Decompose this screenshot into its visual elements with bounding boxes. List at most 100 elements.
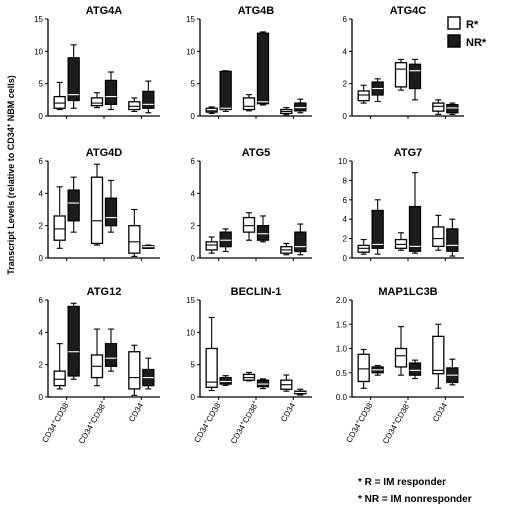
- legend-swatch-r: [447, 16, 461, 30]
- box-nr: [67, 176, 80, 233]
- box-iqr: [408, 63, 422, 90]
- category-sup: -: [289, 400, 295, 405]
- box-r: [394, 326, 408, 376]
- box-iqr: [128, 351, 141, 390]
- y-tick-label: 15: [34, 15, 43, 24]
- y-tick-label: 0: [191, 254, 196, 263]
- box-nr: [446, 102, 459, 115]
- y-tick-label: 6: [39, 296, 44, 305]
- box-r: [242, 94, 256, 112]
- box-iqr: [90, 97, 104, 107]
- category-base: CD34: [381, 423, 399, 446]
- box-iqr: [67, 189, 80, 222]
- box-nr: [67, 44, 80, 109]
- box-iqr: [446, 104, 459, 114]
- footnote-responder: * R = IM responder: [358, 477, 446, 488]
- box-nr: [371, 364, 384, 376]
- x-category-label: CD34-: [431, 400, 450, 424]
- y-tick-label: 2: [39, 222, 44, 231]
- box-r: [394, 232, 408, 251]
- category-base: CD38: [393, 402, 411, 425]
- box-nr: [104, 71, 118, 111]
- panel-atg4d: ATG4D 0 2 4 6: [39, 147, 160, 263]
- panel-title: ATG4D: [86, 147, 123, 159]
- box-iqr: [104, 342, 118, 367]
- category-sup: +: [403, 399, 410, 405]
- x-category-label: CD34+CD38-: [192, 400, 223, 445]
- box-r: [205, 106, 218, 114]
- panel-title: ATG4C: [390, 5, 427, 17]
- y-tick-label: 0: [39, 254, 44, 263]
- category-base: CD34: [431, 401, 449, 424]
- box-nr: [219, 375, 232, 386]
- box-r: [394, 58, 408, 91]
- box-iqr: [256, 379, 270, 388]
- category-sup: +: [51, 419, 58, 425]
- panel-atg7: ATG7 0 2 4 6 8 10: [338, 147, 464, 263]
- box-r: [242, 212, 256, 241]
- box-iqr: [104, 197, 118, 227]
- category-base: CD34: [192, 422, 210, 445]
- category-sup: +: [203, 419, 210, 425]
- box-iqr: [219, 376, 232, 385]
- category-sup: -: [215, 400, 221, 405]
- panel-title: ATG12: [87, 286, 122, 298]
- box-nr: [142, 244, 155, 249]
- box-r: [280, 242, 293, 256]
- y-tick-label: 4: [343, 47, 348, 56]
- x-category-label: CD34+CD38-: [40, 400, 71, 445]
- category-sup: +: [355, 419, 362, 425]
- y-tick-label: 2: [343, 235, 348, 244]
- x-category-label: CD34-: [127, 400, 146, 424]
- box-iqr: [394, 347, 408, 368]
- y-tick-label: 0.0: [336, 393, 348, 402]
- y-tick-label: 6: [343, 196, 348, 205]
- panel-atg5: ATG5 0 2 4 6: [191, 147, 312, 263]
- box-r: [357, 348, 370, 389]
- box-iqr: [294, 102, 307, 112]
- category-base: CD38: [89, 402, 107, 425]
- box-nr: [104, 179, 118, 233]
- box-nr: [219, 70, 232, 113]
- footnote-nonresponder: * NR = IM nonresponder: [358, 494, 472, 505]
- box-r: [128, 97, 141, 113]
- box-r: [280, 107, 293, 116]
- category-sup: -: [63, 400, 69, 405]
- box-r: [128, 344, 141, 396]
- box-r: [357, 84, 370, 104]
- panel-title: ATG4A: [86, 5, 123, 17]
- y-tick-label: 2.0: [336, 296, 348, 305]
- box-nr: [256, 31, 270, 106]
- y-tick-label: 5: [191, 361, 196, 370]
- y-tick-label: 4: [343, 215, 348, 224]
- panel-atg4c: ATG4C 0 2 4 6: [343, 5, 464, 121]
- box-r: [53, 343, 66, 390]
- box-r: [90, 92, 104, 109]
- box-iqr: [53, 370, 66, 387]
- y-tick-label: 6: [343, 15, 348, 24]
- category-sup: -: [441, 400, 447, 405]
- box-nr: [408, 359, 422, 380]
- box-nr: [67, 302, 80, 380]
- category-base: CD38: [356, 401, 374, 424]
- box-iqr: [53, 95, 66, 109]
- box-nr: [104, 328, 118, 372]
- panel-title: ATG4B: [238, 5, 275, 17]
- y-tick-label: 4: [39, 328, 44, 337]
- x-category-label: CD34-: [279, 400, 298, 424]
- box-iqr: [294, 231, 307, 253]
- y-tick-label: 10: [186, 328, 195, 337]
- box-iqr: [432, 102, 445, 112]
- box-r: [205, 236, 218, 254]
- box-iqr: [219, 70, 232, 111]
- box-iqr: [219, 231, 232, 248]
- box-nr: [408, 172, 422, 254]
- category-base: CD34: [279, 401, 297, 424]
- box-iqr: [205, 107, 218, 113]
- category-base: CD38: [204, 401, 222, 424]
- y-tick-label: 2: [39, 361, 44, 370]
- box-iqr: [205, 241, 218, 251]
- y-tick-label: 5: [191, 80, 196, 89]
- box-iqr: [104, 79, 118, 106]
